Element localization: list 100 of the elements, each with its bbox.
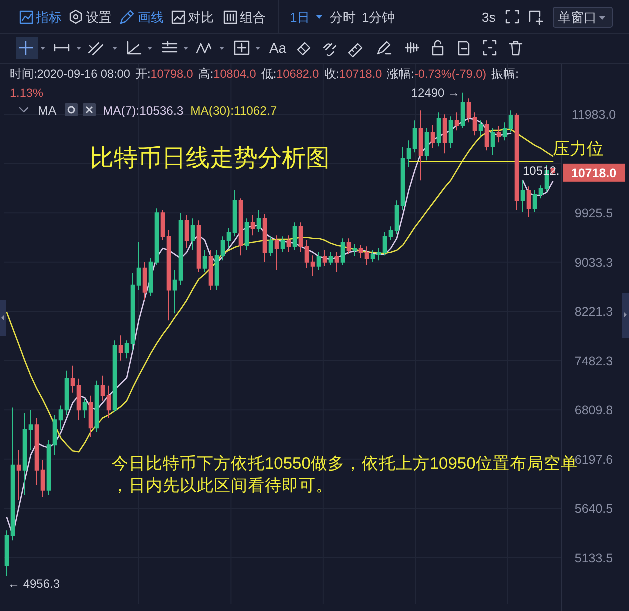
candlestick — [172, 270, 178, 314]
candlestick — [460, 92, 466, 130]
candlestick — [268, 236, 274, 258]
candlestick — [22, 412, 28, 496]
candlestick — [106, 385, 112, 419]
candlestick — [52, 414, 58, 456]
candlestick — [214, 250, 220, 291]
candlestick — [334, 252, 340, 273]
candlestick — [436, 112, 442, 148]
candlestick — [130, 272, 136, 352]
candlestick — [256, 210, 262, 234]
text: Aa — [269, 40, 287, 56]
text: 指标 — [35, 10, 62, 25]
candlestick — [520, 180, 526, 214]
y-tick-label: 8221.3 — [574, 305, 614, 320]
candlestick — [136, 242, 142, 291]
candlestick — [310, 255, 316, 277]
candlestick — [178, 212, 184, 286]
price-label: 10718.0 — [563, 164, 625, 182]
annotation: 1.13% — [10, 86, 44, 100]
candlestick — [196, 220, 202, 273]
candlestick — [274, 235, 280, 271]
y-tick-label: 9033.3 — [574, 256, 614, 270]
y-tick-label: 7482.3 — [574, 354, 614, 368]
candlestick — [424, 128, 430, 162]
candlestick — [418, 110, 424, 182]
candlestick — [538, 185, 544, 200]
candlestick — [238, 198, 244, 256]
candlestick — [190, 218, 196, 252]
candlestick — [442, 114, 448, 154]
candlestick — [412, 120, 418, 154]
candlestick — [220, 236, 226, 262]
candlestick — [304, 240, 310, 269]
candlestick — [208, 250, 214, 291]
y-tick-label: 9925.5 — [574, 206, 614, 221]
y-tick-label: 11983.0 — [572, 108, 616, 122]
legend-title: MA — [38, 104, 57, 118]
candlestick — [430, 125, 436, 150]
candlestick — [502, 122, 508, 142]
candlestick — [448, 116, 454, 150]
subtitle: 时间:2020-09-16 08:00 开:10798.0 高:10804.0 低:10682.0 收:10718.0 涨幅:-0.73%(-79.0) 振幅: — [10, 67, 519, 81]
candlestick — [4, 530, 10, 577]
candlestick — [262, 214, 268, 263]
text: 设置 — [86, 10, 112, 25]
candlestick — [88, 395, 94, 438]
candlestick — [388, 226, 394, 242]
candlestick — [202, 250, 208, 273]
candlestick — [148, 258, 154, 297]
candlestick — [118, 335, 124, 362]
candlestick — [166, 230, 172, 322]
candlestick — [382, 232, 388, 256]
candlestick — [280, 236, 286, 253]
candlestick — [352, 244, 358, 258]
candlestick — [376, 248, 382, 262]
candlestick — [298, 222, 304, 253]
candlestick — [292, 222, 298, 252]
candlestick — [184, 215, 190, 250]
candlestick — [250, 215, 256, 236]
text: 1日 — [290, 10, 310, 25]
candlestick — [64, 370, 70, 416]
text: 1分钟 — [362, 10, 396, 25]
candlestick — [394, 200, 400, 236]
candlestick — [514, 113, 520, 212]
y-tick-label: 5640.5 — [574, 502, 614, 516]
candlestick — [70, 365, 76, 394]
text: 单窗口 — [558, 10, 597, 25]
candlestick — [496, 126, 502, 144]
candlestick — [490, 128, 496, 156]
candlestick — [454, 112, 460, 132]
candlestick — [532, 190, 538, 214]
candlestick — [28, 410, 34, 451]
candlestick — [472, 112, 478, 136]
candlestick — [58, 405, 64, 431]
candlestick — [124, 340, 130, 360]
candlestick — [226, 228, 232, 250]
candlestick — [466, 98, 472, 124]
y-tick-label: 6809.8 — [574, 404, 614, 418]
candlestick — [82, 398, 88, 419]
candlestick — [112, 340, 118, 413]
candlestick — [484, 120, 490, 152]
candlestick — [16, 450, 22, 501]
annotation: 12490 → — [411, 86, 460, 100]
legend-label: MA(30):11062.7 — [190, 104, 278, 118]
candlestick — [370, 250, 376, 263]
candlestick — [40, 460, 46, 498]
candlestick — [244, 218, 250, 252]
candlestick — [94, 380, 100, 433]
candlestick — [34, 418, 40, 486]
candlestick — [46, 440, 52, 496]
text: 3s — [482, 10, 496, 25]
candlestick — [76, 378, 82, 421]
legend-label: MA(7):10536.3 — [103, 104, 184, 118]
series-label: 压力位 — [553, 140, 604, 159]
text: 分时 — [330, 10, 356, 25]
candlestick — [100, 375, 106, 402]
candlestick — [364, 246, 370, 266]
candlestick — [526, 186, 532, 218]
text: 比特币日线走势分析图 — [90, 145, 330, 172]
candlestick — [346, 238, 352, 256]
y-tick-label: 5133.5 — [574, 551, 614, 566]
